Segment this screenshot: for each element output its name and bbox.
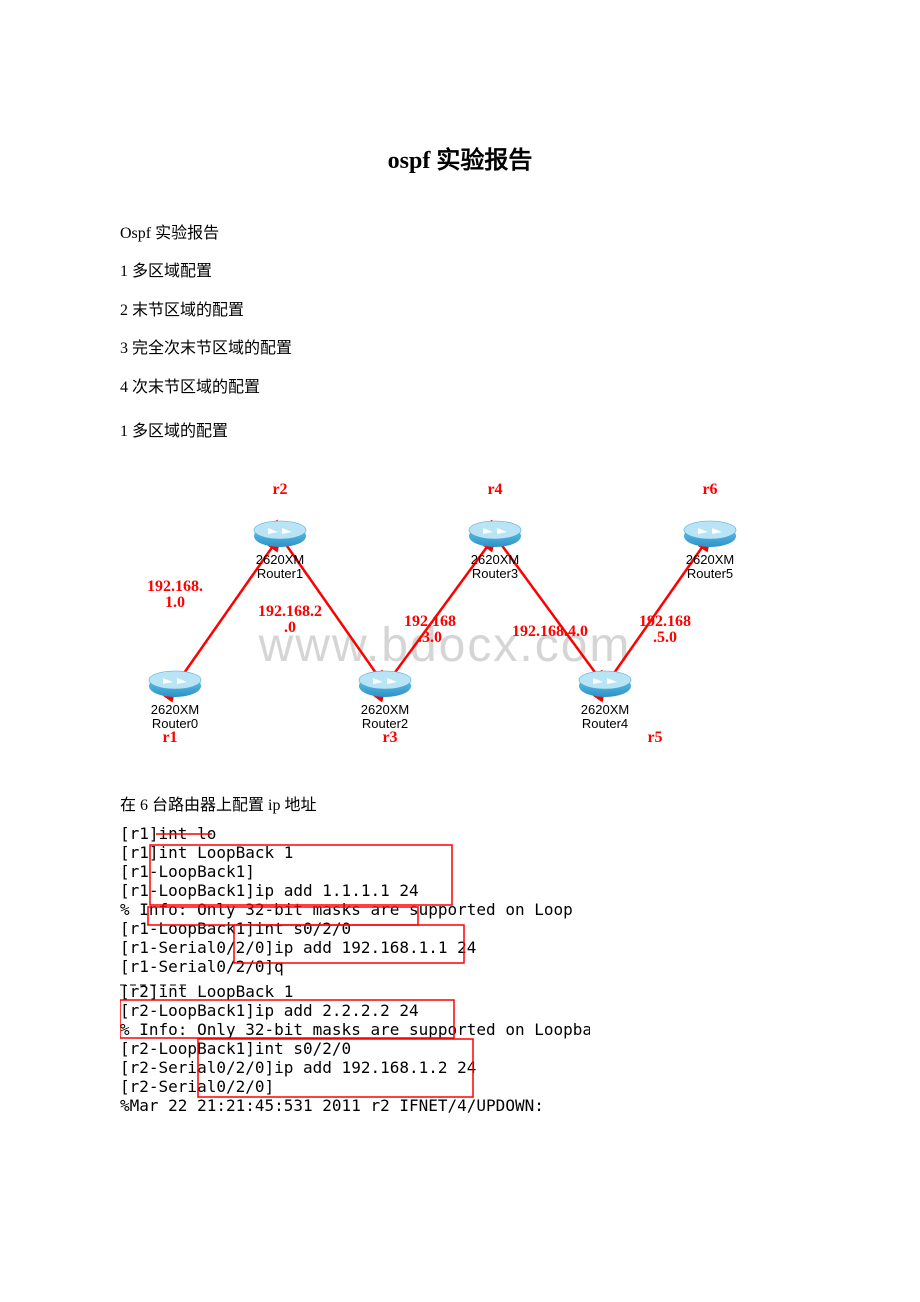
router-name: Router3 [472,566,518,581]
terminal-line: [r2-Serial0/2/0]ip add 192.168.1.2 24 [120,1058,476,1077]
router-label-bottom: r5 [647,729,662,746]
link-label: 192.168.4.0 [512,623,588,640]
router-label-top: r2 [272,481,287,498]
terminal-line: [r1-LoopBack1]int s0/2/0 [120,919,351,938]
terminal-line: % Info: Only 32-bit masks are supported … [120,900,573,919]
router-icon: 2620XMRouter2r3 [359,671,411,746]
link-label: 192.168.1.0 [147,578,203,611]
terminal-line: %Mar 22 21:21:45:531 2011 r2 IFNET/4/UPD… [120,1096,544,1115]
router-model: 2620XM [151,702,199,717]
link-label: 192.168.5.0 [639,613,691,646]
toc-line: 3 完全次末节区域的配置 [120,330,800,368]
terminal-screenshot: [r1]int lo[r1]int LoopBack 1[r1-LoopBack… [120,825,590,1125]
toc-line: 2 末节区域的配置 [120,292,800,330]
router-name: Router1 [257,566,303,581]
terminal-line: [r1-LoopBack1]ip add 1.1.1.1 24 [120,881,419,900]
toc-line: 4 次末节区域的配置 [120,369,800,407]
router-label-top: r6 [702,481,717,498]
page-container: ospf 实验报告 Ospf 实验报告 1 多区域配置 2 末节区域的配置 3 … [0,0,920,1195]
router-name: Router4 [582,716,628,731]
toc-line: 1 多区域配置 [120,253,800,291]
router-icon: 2620XMRouter0r1 [149,671,201,746]
router-label-top: r4 [487,481,502,498]
router-name: Router5 [687,566,733,581]
router-model: 2620XM [471,552,519,567]
router-icon: r2 2620XMRouter1 [254,481,306,581]
router-icon: r4 2620XMRouter3 [469,481,521,581]
terminal-line: [r1-Serial0/2/0]ip add 192.168.1.1 24 [120,938,476,957]
doc-title: ospf 实验报告 [120,140,800,175]
terminal-line: [r2]int LoopBack 1 [120,982,293,1001]
router-label-bottom: r3 [382,729,397,746]
network-diagram: www.bdocx.com 192.168.1.0192.168.2.0192.… [120,461,770,771]
router-model: 2620XM [581,702,629,717]
router-icon: r6 2620XMRouter5 [684,481,736,581]
diagram-caption: 在 6 台路由器上配置 ip 地址 [120,791,800,815]
terminal-line: [r2-LoopBack1]int s0/2/0 [120,1039,351,1058]
terminal-line: [r2-LoopBack1]ip add 2.2.2.2 24 [120,1001,419,1020]
terminal-line: % Info: Only 32-bit masks are supported … [120,1020,590,1039]
terminal-line: [r1]int LoopBack 1 [120,843,293,862]
toc: Ospf 实验报告 1 多区域配置 2 末节区域的配置 3 完全次末节区域的配置… [120,215,800,441]
router-icon: 2620XMRouter4 r5 [579,671,663,746]
terminal-line: [r2-Serial0/2/0] [120,1077,274,1096]
toc-line: Ospf 实验报告 [120,215,800,253]
router-model: 2620XM [361,702,409,717]
router-model: 2620XM [256,552,304,567]
terminal-lines: [r1]int lo[r1]int LoopBack 1[r1-LoopBack… [120,825,590,1115]
router-label-bottom: r1 [162,729,177,746]
section-title: 1 多区域的配置 [120,417,800,441]
terminal-line: [r1-LoopBack1] [120,862,255,881]
router-model: 2620XM [686,552,734,567]
terminal-line: [r1-Serial0/2/0]q [120,957,284,976]
